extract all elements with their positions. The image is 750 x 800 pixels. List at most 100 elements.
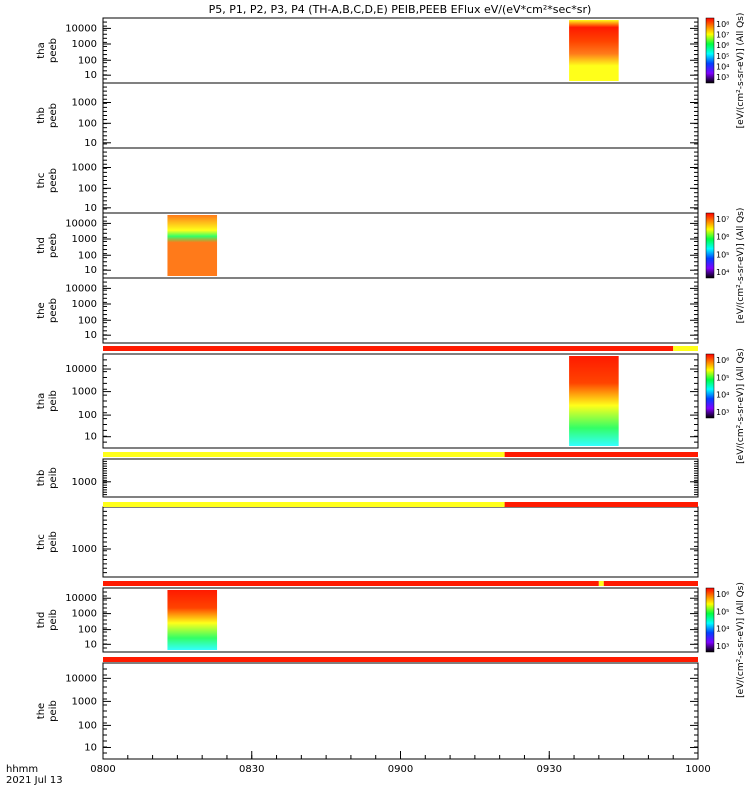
ytick-label: 100 bbox=[78, 250, 97, 261]
ytick-label: 1000 bbox=[72, 477, 97, 488]
mode-bar-thb_peib bbox=[103, 502, 698, 507]
ytick-label: 1000 bbox=[72, 39, 97, 50]
colorbar-label: 10⁷ bbox=[716, 31, 729, 40]
panel-label-probe: thb bbox=[36, 470, 47, 487]
colorbar-label: 10⁴ bbox=[716, 391, 729, 400]
panel-the_peeb: 10000 1000 100 10 the peeb bbox=[36, 277, 699, 344]
ytick-label: 100 bbox=[78, 55, 97, 66]
colorbar-label: 10⁶ bbox=[716, 356, 729, 365]
mode-bar-segment bbox=[103, 346, 674, 351]
panel-label-product: peib bbox=[48, 467, 59, 489]
panel-frame bbox=[102, 277, 699, 344]
mode-bar-tha_peib bbox=[103, 452, 698, 457]
panel-frame bbox=[102, 82, 699, 149]
colorbar-label: 10⁵ bbox=[716, 52, 729, 61]
mode-bar-segment bbox=[103, 452, 505, 457]
colorbar-label: 10⁴ bbox=[716, 62, 729, 71]
colorbar-label: 10⁶ bbox=[716, 233, 729, 242]
colorbar-label: 10³ bbox=[716, 73, 729, 82]
panel-thc_peib: 1000 thc peib bbox=[36, 506, 699, 578]
mode-bar-the_peeb bbox=[103, 346, 698, 351]
ytick-label: 100 bbox=[78, 315, 97, 326]
colorbar-scale bbox=[705, 17, 715, 84]
ytick-label: 10 bbox=[84, 330, 97, 341]
ytick-label: 10000 bbox=[65, 673, 97, 684]
panel-label-product: peib bbox=[48, 390, 59, 412]
ytick-label: 10 bbox=[84, 70, 97, 81]
xtick-label: 0800 bbox=[90, 764, 115, 775]
panel-thb_peeb: 1000 100 10 thb peeb bbox=[36, 82, 699, 149]
time-axis: hhmm 2021 Jul 13 0800 0830 0900 0930 1000 bbox=[6, 751, 711, 786]
ytick-label: 10000 bbox=[65, 283, 97, 294]
ytick-label: 10000 bbox=[65, 218, 97, 229]
panel-thc_peeb: 1000 100 10 thc peeb bbox=[36, 147, 699, 214]
panel-thb_peib: 1000 thb peib bbox=[36, 458, 699, 498]
panel-tha_peib: 10000 1000 100 10 tha peib bbox=[36, 353, 699, 449]
xtick-label: 0830 bbox=[239, 764, 264, 775]
mode-bar-segment bbox=[673, 346, 698, 351]
panel-label-probe: thd bbox=[36, 237, 47, 254]
ytick-label: 10000 bbox=[65, 364, 97, 375]
panel-label-product: peib bbox=[48, 700, 59, 722]
panel-frame bbox=[102, 506, 699, 578]
mode-bar-thc_peib bbox=[103, 581, 698, 586]
colorbar-label: 10⁶ bbox=[716, 41, 729, 50]
colorbar-units: [eV/(cm²-s-sr-eV)] (All Qs) bbox=[736, 13, 746, 129]
panel-thd_peeb: 10000 1000 100 10 thd peeb bbox=[36, 212, 699, 279]
ytick-label: 10000 bbox=[65, 593, 97, 604]
ytick-label: 1000 bbox=[72, 609, 97, 620]
panel-label-probe: thb bbox=[36, 107, 47, 124]
panel-the_peib: 10000 1000 100 10 the peib bbox=[36, 662, 699, 760]
colorbar-thd_peib: 10⁶ 10⁵ 10⁴ 10³ [eV/(cm²-s-sr-eV)] (All Qs) bbox=[705, 582, 746, 698]
mode-bar-segment bbox=[603, 581, 698, 586]
colorbar-units: [eV/(cm²-s-sr-eV)] (All Qs) bbox=[736, 348, 746, 464]
ytick-label: 1000 bbox=[72, 387, 97, 398]
colorbar-tha_peib: 10⁶ 10⁵ 10⁴ 10³ [eV/(cm²-s-sr-eV)] (All Qs) bbox=[705, 348, 746, 464]
colorbar-label: 10⁵ bbox=[716, 373, 729, 382]
colorbar-thd_peeb: 10⁷ 10⁶ 10⁵ 10⁴ [eV/(cm²-s-sr-eV)] (All Qs) bbox=[705, 208, 746, 323]
ytick-label: 100 bbox=[78, 183, 97, 194]
panel-label-product: peib bbox=[48, 531, 59, 553]
ytick-label: 10 bbox=[84, 203, 97, 214]
panel-label-product: peeb bbox=[48, 38, 59, 63]
ytick-label: 10 bbox=[84, 432, 97, 443]
mode-bar-segment bbox=[504, 502, 698, 507]
xtick-label: 0930 bbox=[537, 764, 562, 775]
plot-title: P5, P1, P2, P3, P4 (TH-A,B,C,D,E) PEIB,P… bbox=[209, 3, 592, 16]
date-label: 2021 Jul 13 bbox=[6, 775, 63, 786]
panel-label-probe: thc bbox=[36, 173, 47, 189]
ytick-label: 10 bbox=[84, 742, 97, 753]
mode-bar-segment bbox=[598, 581, 604, 586]
mode-bar-segment bbox=[103, 657, 698, 662]
ytick-label: 1000 bbox=[72, 234, 97, 245]
mode-bar-segment bbox=[103, 502, 505, 507]
spectrogram-block bbox=[167, 215, 218, 276]
panel-label-product: peib bbox=[48, 609, 59, 631]
colorbar-units: [eV/(cm²-s-sr-eV)] (All Qs) bbox=[736, 582, 746, 698]
ytick-label: 1000 bbox=[72, 696, 97, 707]
panel-frame bbox=[102, 662, 699, 760]
ytick-label: 1000 bbox=[72, 544, 97, 555]
panel-label-probe: tha bbox=[36, 42, 47, 58]
panel-label-product: peeb bbox=[48, 168, 59, 193]
mode-bar-thd_peib bbox=[103, 657, 698, 662]
colorbar-label: 10⁴ bbox=[716, 625, 729, 634]
colorbar-label: 10⁷ bbox=[716, 215, 729, 224]
xtick-label: 1000 bbox=[685, 764, 710, 775]
ytick-label: 1000 bbox=[72, 98, 97, 109]
colorbar-label: 10⁵ bbox=[716, 250, 729, 259]
time-format-label: hhmm bbox=[6, 764, 38, 775]
spectrogram-block bbox=[569, 20, 619, 81]
colorbar-label: 10⁴ bbox=[716, 268, 729, 277]
colorbar-label: 10³ bbox=[716, 408, 729, 417]
ytick-label: 100 bbox=[78, 625, 97, 636]
panel-label-product: peeb bbox=[48, 103, 59, 128]
ytick-label: 1000 bbox=[72, 299, 97, 310]
colorbar-scale bbox=[705, 587, 715, 653]
ytick-label: 10 bbox=[84, 265, 97, 276]
panel-label-probe: thd bbox=[36, 612, 47, 629]
